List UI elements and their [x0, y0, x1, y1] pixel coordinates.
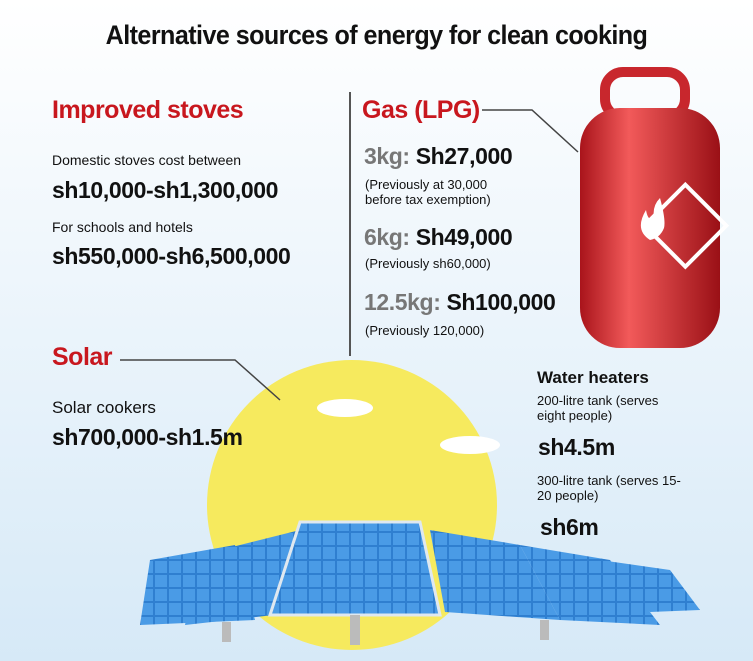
label: For schools and hotels: [52, 219, 193, 235]
panel-stand: [222, 622, 231, 642]
cloud: [317, 399, 373, 417]
solar-panels: [140, 520, 700, 645]
price: sh4.5m: [538, 434, 615, 460]
size: 12.5kg:: [364, 289, 441, 315]
panel-stand: [540, 620, 549, 640]
section-heading: Improved stoves: [52, 96, 244, 124]
note: (Previously sh60,000): [365, 256, 491, 271]
section-heading: Water heaters: [537, 368, 649, 387]
panel-stand: [350, 615, 360, 645]
price: sh700,000-sh1.5m: [52, 424, 243, 450]
price: sh10,000-sh1,300,000: [52, 177, 279, 203]
price: Sh49,000: [415, 224, 513, 250]
title: Alternative sources of energy for clean …: [105, 20, 648, 50]
hazard-sign: [641, 181, 730, 270]
label: 200-litre tank (serves eight people): [537, 393, 659, 423]
panel: [185, 530, 300, 625]
price: Sh27,000: [415, 143, 513, 169]
price: sh6m: [540, 514, 599, 540]
leader-line: [120, 359, 281, 401]
section-heading: Solar: [52, 343, 113, 371]
flame-icon: [640, 198, 665, 240]
label: 300-litre tank (serves 15-20 people): [537, 473, 681, 503]
price: Sh100,000: [446, 289, 556, 315]
label: Domestic stoves cost between: [52, 152, 242, 168]
gas-cylinder: [580, 67, 730, 348]
panel: [600, 560, 700, 612]
section-heading: Gas (LPG): [362, 96, 480, 124]
note: (Previously 120,000): [365, 323, 485, 338]
label: Solar cookers: [52, 398, 156, 417]
leader-line: [482, 109, 579, 153]
price: sh550,000-sh6,500,000: [52, 243, 291, 269]
panel: [267, 520, 442, 617]
size: 6kg:: [364, 224, 410, 250]
panel: [430, 530, 560, 620]
cloud: [440, 436, 500, 454]
size: 3kg:: [364, 143, 410, 169]
panel: [520, 545, 660, 625]
note: (Previously at 30,000 before tax exempti…: [365, 177, 491, 207]
